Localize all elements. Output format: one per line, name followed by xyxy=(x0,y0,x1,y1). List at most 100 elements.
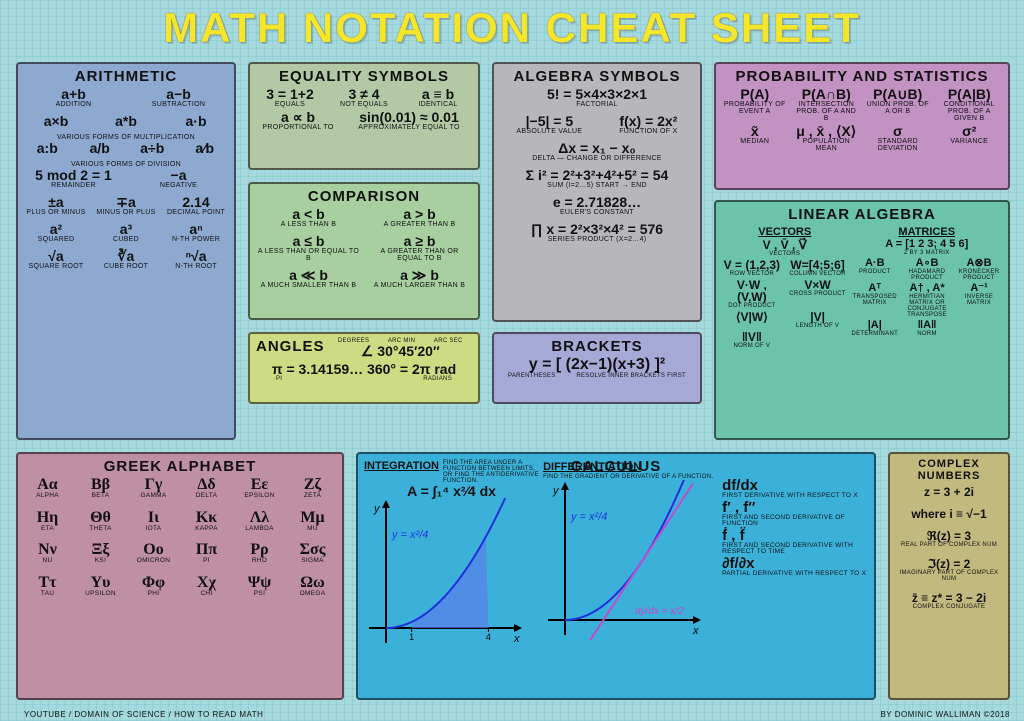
entry: 3 = 1+2EQUALS xyxy=(256,87,324,108)
entry: AᵀTRANSPOSED MATRIX xyxy=(851,283,898,318)
entry: z̄ ≡ z* = 3 − 2iCOMPLEX CONJUGATE xyxy=(896,592,1002,610)
linear-title: LINEAR ALGEBRA xyxy=(722,206,1002,223)
entry: P(A∪B)UNION PROB. OF A OR B xyxy=(865,87,931,122)
entry: ΞξKSI xyxy=(77,542,124,565)
entry: Σ i² = 2²+3²+4²+5² = 54SUM (i=2…5) START… xyxy=(500,168,694,189)
panel-arithmetic: ARITHMETIC a+bADDITION a−bSUBTRACTION a×b a… xyxy=(16,62,236,440)
lbl-rad: RADIANS xyxy=(423,376,452,382)
entry: |A|DETERMINANT xyxy=(851,320,898,337)
entry: a < ba LESS THAN b xyxy=(256,207,361,228)
svg-text:x: x xyxy=(513,633,520,645)
entry: a*b xyxy=(94,114,158,128)
complex-title: COMPLEX NUMBERS xyxy=(896,458,1002,482)
entry: A⊗BKRONECKER PRODUCT xyxy=(956,258,1002,281)
brackets-title: BRACKETS xyxy=(500,338,694,355)
entry: 3 ≠ 4NOT EQUALS xyxy=(330,87,398,108)
entry: where i ≡ √−1 xyxy=(896,508,1002,520)
entry: |V|LENGTH OF V xyxy=(788,311,848,329)
entry: e = 2.71828…EULER'S CONSTANT xyxy=(500,195,694,216)
entry: V×WCROSS PRODUCT xyxy=(788,279,848,309)
panel-greek: GREEK ALPHABET AαALPHABβBETAΓγGAMMAΔδDEL… xyxy=(16,452,344,700)
entry: a ≪ ba MUCH SMALLER THAN b xyxy=(256,268,361,289)
entry: f′ , f″FIRST AND SECOND DERIVATIVE OF FU… xyxy=(722,500,868,528)
entry: |−5| = 5ABSOLUTE VALUE xyxy=(516,114,582,135)
entry: HηETA xyxy=(24,510,71,533)
entry: a+bADDITION xyxy=(24,87,123,108)
entry: ΦφPHI xyxy=(130,575,177,598)
entry: V·W , (V,W)DOT PRODUCT xyxy=(722,279,782,309)
greek-title: GREEK ALPHABET xyxy=(24,458,336,475)
panel-algebra: ALGEBRA SYMBOLS 5! = 5×4×3×2×1FACTORIAL |… xyxy=(492,62,702,322)
entry: A∘BHADAMARD PRODUCT xyxy=(904,258,950,281)
entry: a:b xyxy=(24,141,71,155)
lbl-pi: PI xyxy=(276,376,282,382)
entry: A⁻¹INVERSE MATRIX xyxy=(956,283,1002,318)
entry: 5! = 5×4×3×2×1FACTORIAL xyxy=(500,87,694,108)
entry: ‖A‖NORM xyxy=(904,320,950,337)
entry: OoOMICRON xyxy=(130,542,177,565)
page-title: MATH NOTATION CHEAT SHEET xyxy=(0,4,1024,52)
panel-probability: PROBABILITY AND STATISTICS P(A)PROBABILI… xyxy=(714,62,1010,190)
angle-example: ∠ 30°45′20″ xyxy=(329,344,472,358)
entry: P(A|B)CONDITIONAL PROB. OF A GIVEN B xyxy=(937,87,1003,122)
entry: a ≥ ba GREATER THAN OR EQUAL TO b xyxy=(367,234,472,262)
entry: df/dxFIRST DERIVATIVE WITH RESPECT TO x xyxy=(722,478,868,500)
entry: aⁿn-TH POWER xyxy=(164,222,228,243)
svg-text:1: 1 xyxy=(409,632,414,642)
entry: Δx = x₁ − x₀DELTA — CHANGE OR DIFFERENCE xyxy=(500,141,694,162)
entry: W=[4;5;6]COLUMN VECTOR xyxy=(788,259,848,277)
entry: ⁿ√an-TH ROOT xyxy=(164,249,228,270)
panel-equality: EQUALITY SYMBOLS 3 = 1+2EQUALS 3 ≠ 4NOT E… xyxy=(248,62,480,170)
entry: a×b xyxy=(24,114,88,128)
entry: YυUPSILON xyxy=(77,575,124,598)
entry: BβBETA xyxy=(77,477,124,500)
differentiation-chart: y = x²/4dy/dx = x/2yx xyxy=(543,480,703,640)
entry: IιIOTA xyxy=(130,510,177,533)
brackets-expr: y = [ (2x−1)(x+3) ]² xyxy=(500,357,694,373)
panel-angles: ANGLES DEGREES ARC MIN ARC SEC ∠ 30°45′2… xyxy=(248,332,480,404)
comparison-title: COMPARISON xyxy=(256,188,472,205)
entry: ΩωOMEGA xyxy=(289,575,336,598)
integration-chart: 14yxy = x²/4 xyxy=(364,498,524,648)
entry: PρRHO xyxy=(236,542,283,565)
entry: a−bSUBTRACTION xyxy=(129,87,228,108)
entry: ΣσςSIGMA xyxy=(289,542,336,565)
equality-title: EQUALITY SYMBOLS xyxy=(256,68,472,85)
entry: ℑ(z) = 2IMAGINARY PART OF COMPLEX NUM xyxy=(896,558,1002,582)
entry: μ , x̄ , ⟨X⟩POPULATION MEAN xyxy=(794,124,860,152)
svg-text:4: 4 xyxy=(486,632,491,642)
entry: √aSQUARE ROOT xyxy=(24,249,88,270)
entry: ḟ , f̈FIRST AND SECOND DERIVATIVE WITH R… xyxy=(722,528,868,556)
entry: P(A∩B)INTERSECTION PROB. OF A AND B xyxy=(794,87,860,122)
entry: TτTAU xyxy=(24,575,71,598)
panel-comparison: COMPARISON a < ba LESS THAN b a > ba GREA… xyxy=(248,182,480,320)
entry: A·BPRODUCT xyxy=(851,258,898,281)
entry: A = [1 2 3; 4 5 6]2 BY 3 MATRIX xyxy=(851,239,1002,256)
entry: σSTANDARD DEVIATION xyxy=(865,124,931,152)
entry: ΠπPI xyxy=(183,542,230,565)
svg-text:y = x²/4: y = x²/4 xyxy=(570,511,607,523)
entry: XχCHI xyxy=(183,575,230,598)
matrices-heading: MATRICES xyxy=(851,226,1002,238)
entry: AαALPHA xyxy=(24,477,71,500)
entry: ∏ x = 2²×3²×4² = 576SERIES PRODUCT (x=2…… xyxy=(500,222,694,243)
entry: σ²VARIANCE xyxy=(937,124,1003,152)
calculus-title: CALCULUS xyxy=(358,458,874,475)
entry: P(A)PROBABILITY OF EVENT A xyxy=(722,87,788,122)
vectors-heading: VECTORS xyxy=(722,226,847,238)
entry: a ≤ ba LESS THAN OR EQUAL TO b xyxy=(256,234,361,262)
panel-brackets: BRACKETS y = [ (2x−1)(x+3) ]² PARENTHESE… xyxy=(492,332,702,404)
entry: a/b xyxy=(77,141,124,155)
panel-linear-algebra: LINEAR ALGEBRA VECTORS V , V̄ , V⃗VECTOR… xyxy=(714,200,1010,440)
entry: x̃MEDIAN xyxy=(722,124,788,152)
entry: V = (1,2,3)ROW VECTOR xyxy=(722,259,782,277)
entry: a > ba GREATER THAN b xyxy=(367,207,472,228)
probability-title: PROBABILITY AND STATISTICS xyxy=(722,68,1002,85)
algebra-title: ALGEBRA SYMBOLS xyxy=(500,68,694,85)
footer-left: YOUTUBE / DOMAIN OF SCIENCE / HOW TO REA… xyxy=(24,710,263,719)
entry: KκKAPPA xyxy=(183,510,230,533)
entry: V , V̄ , V⃗VECTORS xyxy=(722,239,847,257)
arithmetic-title: ARITHMETIC xyxy=(24,68,228,85)
entry: ℜ(z) = 3REAL PART OF COMPLEX NUM xyxy=(896,530,1002,548)
svg-text:dy/dx = x/2: dy/dx = x/2 xyxy=(635,606,684,617)
